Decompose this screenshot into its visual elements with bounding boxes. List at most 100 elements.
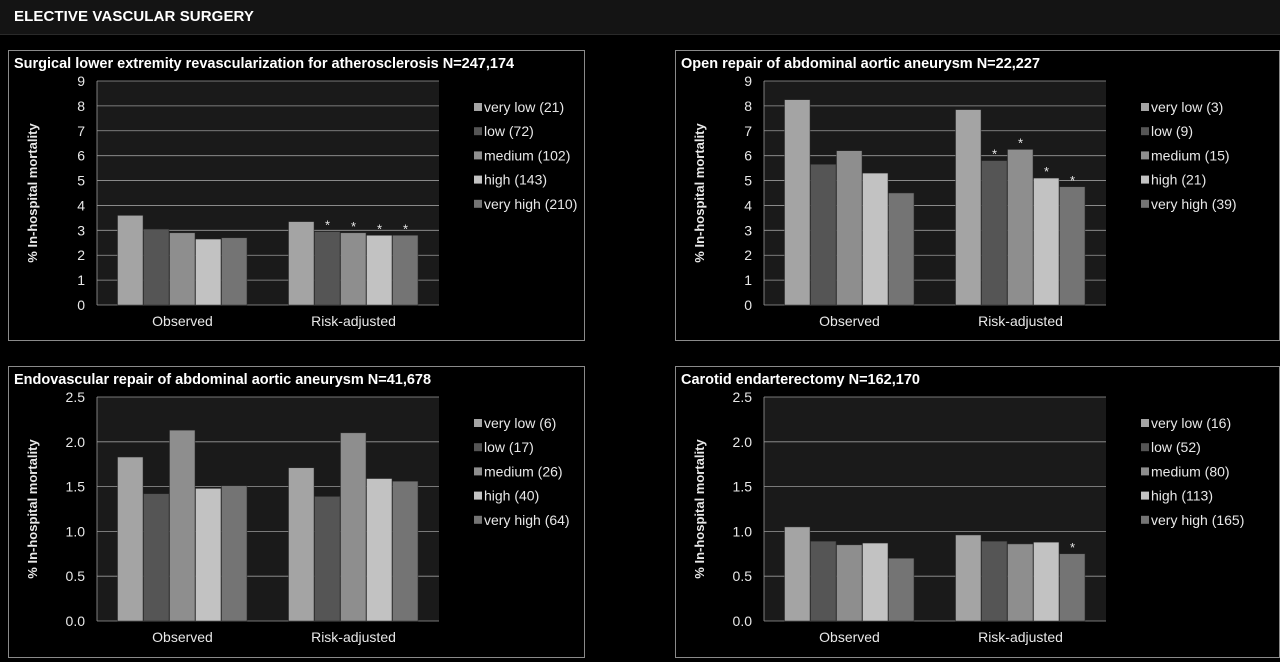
legend-label: high (40) (484, 488, 539, 504)
y-tick-label: 1.0 (66, 523, 86, 539)
bar (836, 544, 863, 622)
chart-title: Surgical lower extremity revascularizati… (14, 56, 515, 72)
y-tick-label: 8 (744, 98, 752, 114)
y-axis-label: % In-hospital mortality (25, 439, 40, 579)
y-tick-label: 2 (77, 247, 85, 263)
y-tick-label: 1.5 (66, 479, 86, 495)
bar (392, 480, 419, 622)
significance-marker: * (1070, 173, 1075, 188)
legend-label: very high (39) (1151, 196, 1237, 212)
legend-swatch (1141, 199, 1149, 208)
y-tick-label: 3 (744, 222, 752, 238)
significance-marker: * (351, 219, 356, 234)
legend-label: very low (16) (1151, 415, 1231, 431)
legend-swatch (474, 467, 482, 476)
bar (117, 215, 144, 306)
y-tick-label: 5 (77, 173, 85, 189)
chart-panel-lower-extremity: Surgical lower extremity revascularizati… (8, 50, 585, 341)
y-tick-label: 1 (744, 272, 752, 288)
legend-swatch (474, 491, 482, 500)
x-category-label: Observed (152, 313, 213, 329)
bar (288, 221, 315, 306)
chart-title: Open repair of abdominal aortic aneurysm… (681, 56, 1041, 72)
y-tick-label: 2.5 (66, 389, 86, 405)
x-category-label: Observed (152, 629, 213, 645)
legend-swatch (1141, 467, 1149, 476)
legend-label: very low (3) (1151, 99, 1223, 115)
bar (1007, 543, 1034, 622)
chart-svg: 0 1 2 3 4 5 6 7 8 9 % In-hospital mortality Observe… (692, 73, 1237, 329)
y-tick-label: 2.0 (733, 434, 753, 450)
y-tick-label: 4 (77, 197, 85, 213)
bar (117, 456, 144, 622)
bar (143, 493, 170, 622)
significance-marker: * (325, 218, 330, 233)
bar (195, 238, 222, 306)
bar (784, 526, 811, 622)
significance-marker: * (1044, 164, 1049, 179)
legend-label: medium (102) (484, 147, 570, 163)
legend-label: very high (64) (484, 512, 570, 528)
bar (221, 485, 248, 622)
bar (195, 488, 222, 622)
chart-svg: 0 1 2 3 4 5 6 7 8 9 % In-hospital mortality Observe… (25, 73, 577, 329)
x-category-label: Risk-adjusted (311, 629, 396, 645)
y-axis-label: % In-hospital mortality (692, 439, 707, 579)
significance-marker: * (992, 147, 997, 162)
bar (143, 228, 170, 306)
y-tick-label: 8 (77, 98, 85, 114)
bar (392, 235, 419, 306)
y-tick-label: 2.5 (733, 389, 753, 405)
legend-swatch (1141, 127, 1149, 136)
y-tick-label: 6 (77, 148, 85, 164)
legend-label: very high (210) (484, 196, 577, 212)
chart-svg: 0.0 0.5 1.0 1.5 2.0 2.5 % In-hospital mortalit… (25, 389, 570, 645)
legend-swatch (474, 151, 482, 160)
bar (1007, 149, 1034, 306)
x-category-label: Risk-adjusted (978, 313, 1063, 329)
y-tick-label: 0.5 (733, 568, 753, 584)
chart-panel-open-aaa: Open repair of abdominal aortic aneurysm… (675, 50, 1280, 341)
legend-label: medium (80) (1151, 463, 1230, 479)
x-category-label: Observed (819, 629, 880, 645)
legend-swatch (474, 175, 482, 184)
bar (981, 160, 1008, 306)
y-tick-label: 0.0 (733, 613, 753, 629)
bar (366, 235, 393, 306)
bar (810, 164, 837, 306)
y-tick-label: 4 (744, 197, 752, 213)
y-tick-label: 7 (77, 123, 85, 139)
chart-panel-carotid: Carotid endarterectomy N=162,170 0.0 0.5 1… (675, 366, 1280, 658)
page-title: ELECTIVE VASCULAR SURGERY (14, 8, 255, 25)
bar (1059, 553, 1086, 622)
legend-swatch (474, 443, 482, 452)
bar (836, 150, 863, 306)
chart-svg: 0.0 0.5 1.0 1.5 2.0 2.5 % In-hospital mortalit… (692, 389, 1244, 645)
bar (955, 109, 982, 306)
y-tick-label: 2.0 (66, 434, 86, 450)
legend-swatch (474, 515, 482, 524)
y-axis-label: % In-hospital mortality (692, 123, 707, 263)
x-category-label: Observed (819, 313, 880, 329)
bar (955, 534, 982, 622)
bar (1033, 541, 1060, 622)
x-category-label: Risk-adjusted (311, 313, 396, 329)
bar (221, 237, 248, 306)
y-tick-label: 0.5 (66, 568, 86, 584)
bar (1033, 177, 1060, 306)
bar (810, 541, 837, 622)
bar (862, 172, 889, 306)
legend-label: medium (26) (484, 463, 563, 479)
y-axis-label: % In-hospital mortality (25, 123, 40, 263)
legend-label: high (143) (484, 172, 547, 188)
legend-swatch (474, 419, 482, 427)
bar (888, 558, 915, 622)
bar (169, 429, 196, 622)
y-tick-label: 9 (744, 73, 752, 89)
y-tick-label: 6 (744, 148, 752, 164)
y-tick-label: 1.0 (733, 523, 753, 539)
y-tick-label: 9 (77, 73, 85, 89)
bar (340, 232, 367, 306)
bar (862, 542, 889, 622)
legend-label: low (72) (484, 123, 534, 139)
